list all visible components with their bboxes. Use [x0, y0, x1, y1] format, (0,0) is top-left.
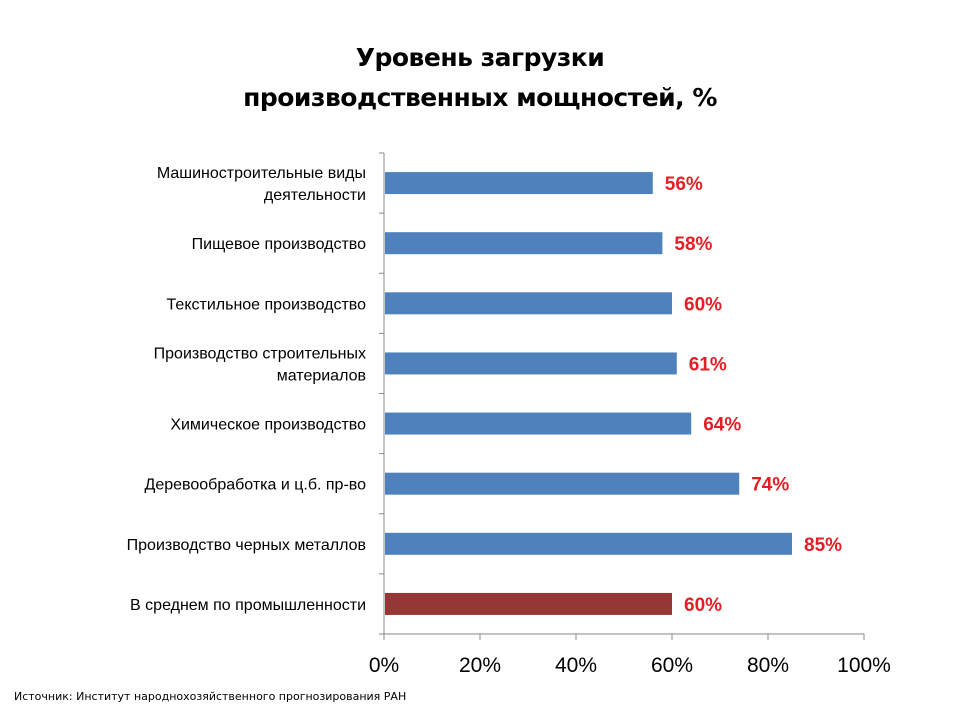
- chart-title-line-1: Уровень загрузки: [355, 43, 605, 72]
- x-axis-tick-label: 60%: [651, 654, 693, 677]
- category-label-line: Пищевое производство: [192, 236, 366, 253]
- category-label-line: Производство черных металлов: [127, 537, 366, 554]
- category-label: Машиностроительные виды деятельности: [157, 165, 366, 204]
- bar: [385, 352, 677, 375]
- bar-value-label: 60%: [684, 294, 722, 315]
- bar: [385, 532, 792, 555]
- category-label: В среднем по промышленности: [130, 597, 366, 614]
- bar: [385, 472, 740, 495]
- bar: [385, 412, 692, 435]
- chart-title: Уровень загрузки производственных мощнос…: [0, 38, 960, 118]
- category-label: Пищевое производство: [192, 236, 366, 253]
- source-note: Источник: Институт народнохозяйственного…: [14, 690, 407, 703]
- bar-value-label: 85%: [804, 535, 842, 556]
- category-label: Химическое производство: [170, 417, 366, 434]
- bar-value-label: 64%: [703, 415, 741, 436]
- bar-value-label: 74%: [751, 475, 789, 496]
- category-label-line: Производство строительных: [154, 345, 366, 362]
- bar-value-label: 56%: [665, 174, 703, 195]
- x-axis-tick-label: 100%: [837, 654, 891, 677]
- x-axis-tick-label: 40%: [555, 654, 597, 677]
- category-label-line: деятельности: [264, 187, 366, 204]
- x-axis-tick-label: 20%: [459, 654, 501, 677]
- category-label-line: Текстильное производство: [167, 296, 367, 313]
- category-label-line: Деревообработка и ц.б. пр-во: [145, 477, 367, 494]
- x-axis-tick-label: 80%: [747, 654, 789, 677]
- bar-value-label: 58%: [674, 234, 712, 255]
- bar-value-label: 60%: [684, 595, 722, 616]
- category-label-line: Машиностроительные виды: [157, 165, 366, 182]
- bar: [385, 292, 672, 315]
- bar: [385, 232, 663, 255]
- x-axis-tick-label: 0%: [369, 654, 399, 677]
- category-label-line: Химическое производство: [170, 417, 366, 434]
- category-label: Производство строительных материалов: [154, 345, 366, 384]
- category-label: Текстильное производство: [167, 296, 367, 313]
- category-label: Деревообработка и ц.б. пр-во: [145, 477, 367, 494]
- bar-average: [385, 592, 672, 615]
- bar-chart: 0% 20% 40% 60% 80% 100% 56% Машиностроительные …: [127, 152, 891, 677]
- chart-title-line-2: производственных мощностей, %: [243, 83, 717, 112]
- category-label-line: В среднем по промышленности: [130, 597, 366, 614]
- category-label-line: материалов: [277, 367, 366, 384]
- category-label: Производство черных металлов: [127, 537, 366, 554]
- bar: [385, 172, 653, 195]
- bar-value-label: 61%: [689, 354, 727, 375]
